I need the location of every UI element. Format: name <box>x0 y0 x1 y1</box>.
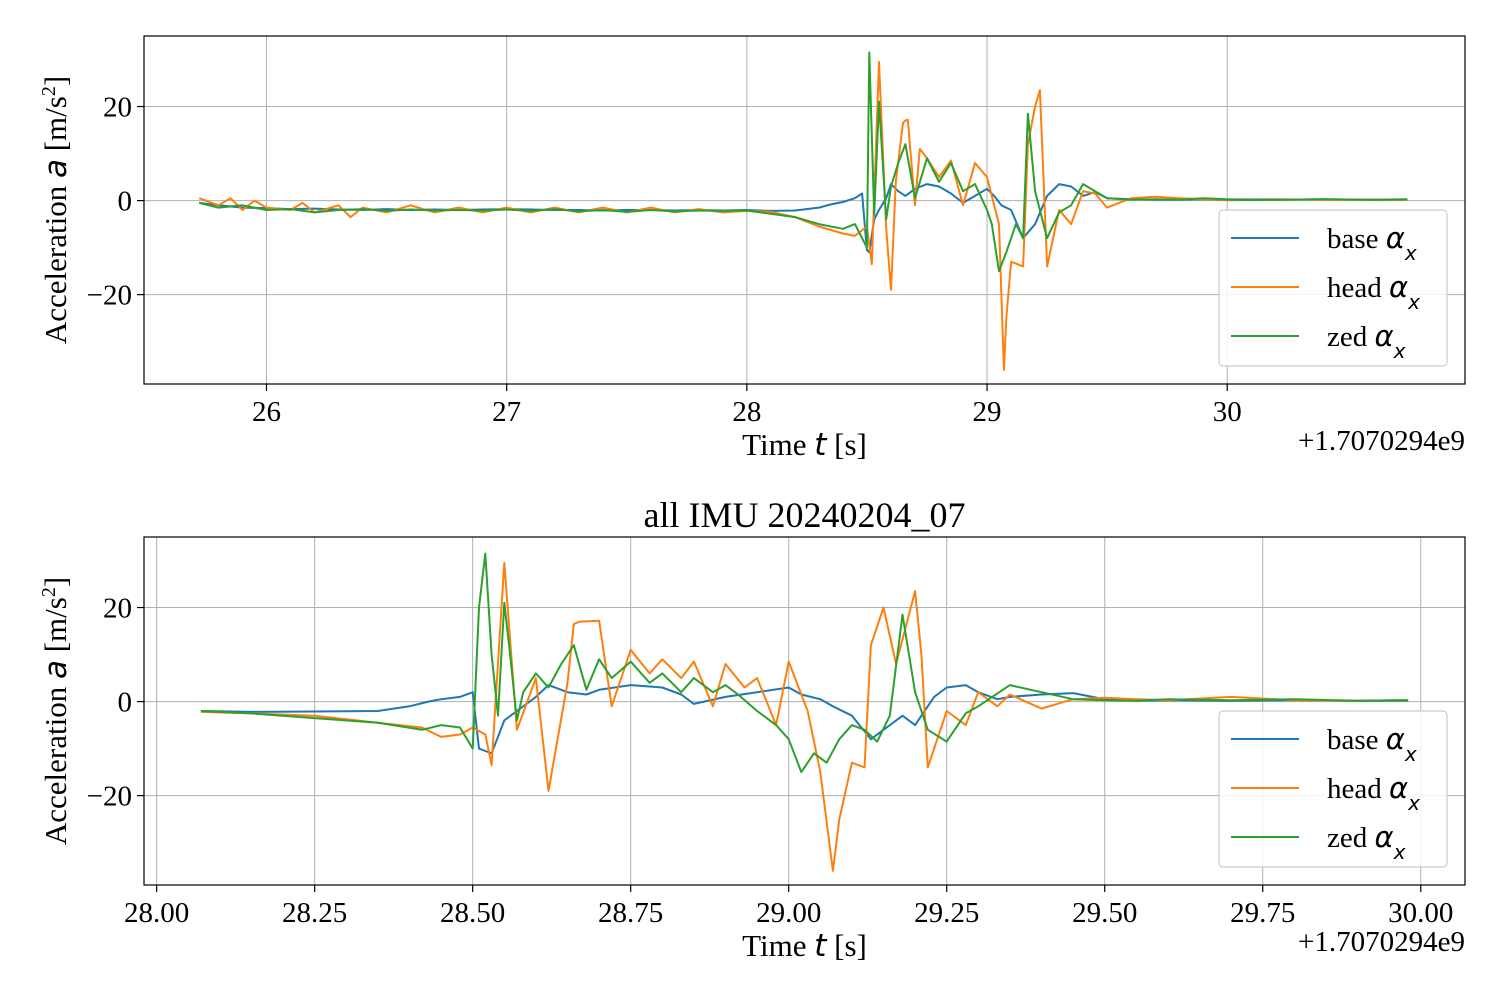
series-line-head <box>198 60 1408 371</box>
x-tick-label: 28.50 <box>440 897 505 929</box>
chart-2: 28.00 28.25 28.50 28.75 29.00 29.25 29.50 29.75… <box>38 495 1466 964</box>
legend-box <box>1218 710 1448 868</box>
x-tick-label: 28.25 <box>282 897 347 929</box>
legend-label-head: head αx <box>1327 771 1420 815</box>
legend-label-zed: zed αx <box>1327 820 1406 864</box>
plot-frame <box>143 536 1466 886</box>
x-offset-label: +1.7070294e9 <box>1298 926 1465 958</box>
x-tick-label: 30 <box>1213 396 1242 428</box>
x-tick-label: 30.00 <box>1388 897 1453 929</box>
series-line-zed <box>198 51 1408 273</box>
legend: base αx head αx zed αx <box>1218 710 1448 868</box>
series-line-head <box>200 561 1409 872</box>
y-axis-label: Acceleration a [m/s2] <box>38 76 74 344</box>
x-axis-label: Time t [s] <box>742 928 867 964</box>
series-line-zed <box>200 552 1409 774</box>
y-tick-label: 0 <box>118 687 133 719</box>
x-tick-label: 28.75 <box>598 897 663 929</box>
legend-label-base: base αx <box>1327 221 1417 265</box>
x-tick-label: 28.00 <box>124 897 189 929</box>
x-tick-label: 29.50 <box>1072 897 1137 929</box>
y-tick-label: 0 <box>118 186 133 218</box>
x-tick-label: 27 <box>492 396 521 428</box>
x-tick-label: 28 <box>732 396 761 428</box>
x-offset-label: +1.7070294e9 <box>1298 425 1465 457</box>
y-tick-label: −20 <box>87 781 132 813</box>
x-tick-label: 29.75 <box>1230 897 1295 929</box>
y-tick-label: −20 <box>87 280 132 312</box>
legend-label-zed: zed αx <box>1327 319 1406 363</box>
legend: base αx head αx zed αx <box>1218 209 1448 367</box>
chart-1: 26 27 28 29 30 20 0 −20 Time t [s] +1.7070294e9 Ac… <box>38 35 1466 463</box>
x-axis-label: Time t [s] <box>742 427 867 463</box>
legend-label-head: head αx <box>1327 270 1420 314</box>
x-tick-label: 29 <box>973 396 1002 428</box>
legend-label-base: base αx <box>1327 722 1417 766</box>
y-tick-label: 20 <box>103 92 132 124</box>
chart-title: all IMU 20240204_07 <box>644 495 966 535</box>
legend-box <box>1218 209 1448 367</box>
y-axis-label: Acceleration a [m/s2] <box>38 577 74 845</box>
x-tick-label: 29.00 <box>756 897 821 929</box>
x-tick-label: 29.25 <box>914 897 979 929</box>
x-tick-label: 26 <box>252 396 281 428</box>
y-tick-label: 20 <box>103 593 132 625</box>
plot-frame <box>143 35 1466 385</box>
series-line-base <box>200 684 1409 755</box>
